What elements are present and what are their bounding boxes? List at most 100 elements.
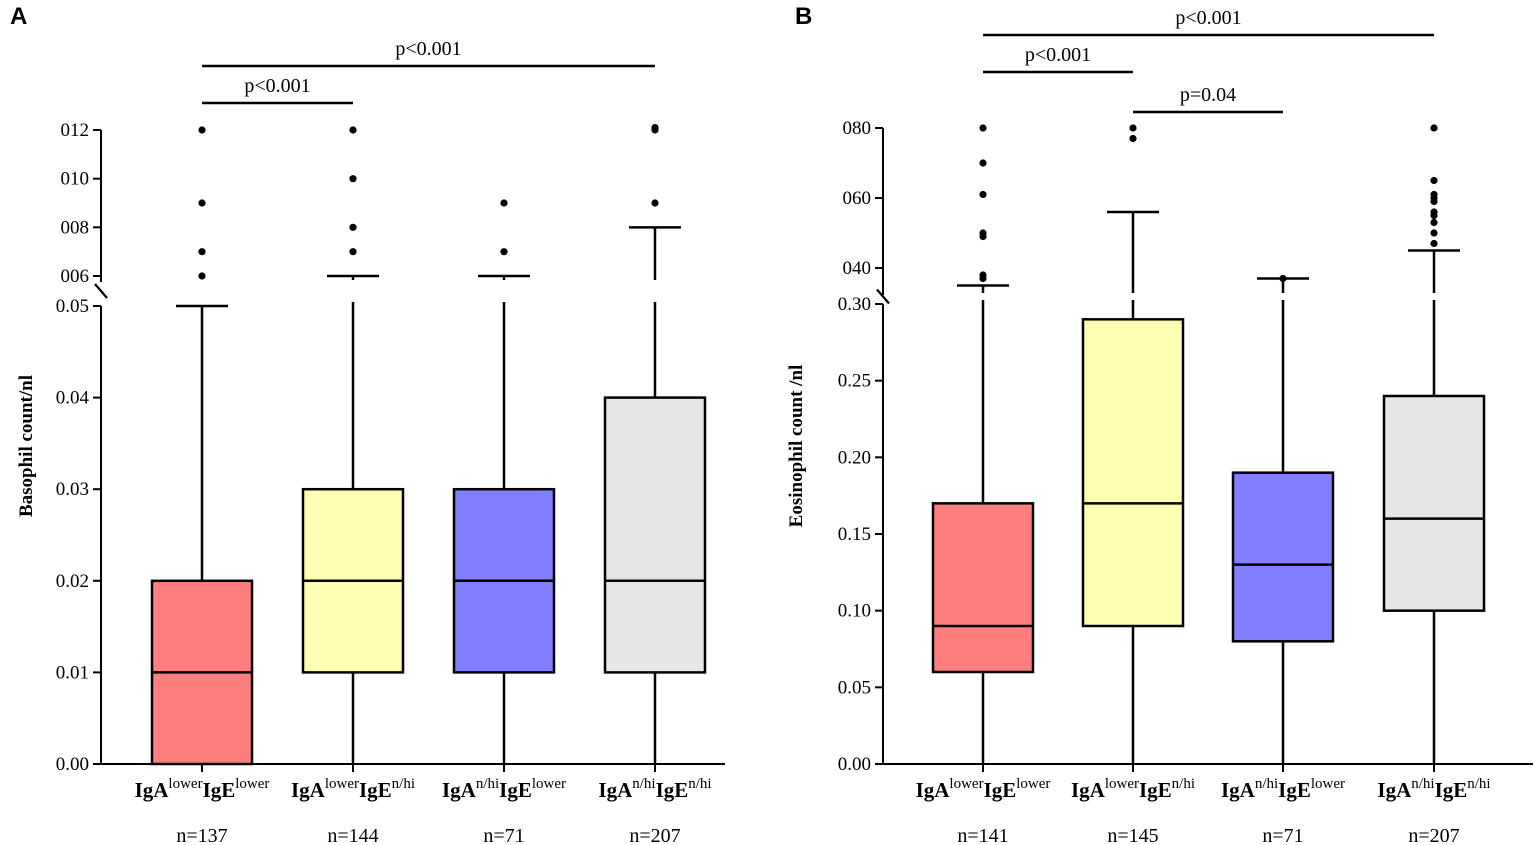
- cat-e-sup: lower: [532, 776, 566, 792]
- sample-size-label: n=207: [629, 825, 680, 845]
- outlier-point: [1129, 124, 1137, 132]
- category-label: IgAlowerIgElower: [135, 776, 270, 802]
- outlier-point: [198, 199, 206, 207]
- y-tick-label: 060: [843, 188, 872, 209]
- outlier-point: [979, 229, 987, 237]
- cat-a-base: IgA: [1377, 778, 1412, 802]
- outlier-point: [349, 126, 357, 134]
- y-tick-label: 040: [843, 258, 872, 279]
- y-tick-label: 0.05: [838, 677, 871, 698]
- cat-e-base: IgE: [499, 778, 532, 802]
- sample-size-label: n=145: [1107, 825, 1158, 845]
- y-tick-label: 012: [61, 120, 90, 141]
- cat-a-sup: lower: [168, 776, 202, 792]
- category-label: IgAlowerIgEn/hi: [291, 776, 415, 802]
- box-group: [150, 126, 254, 766]
- box-group: [1081, 124, 1185, 764]
- outlier-point: [979, 190, 987, 199]
- y-tick-label: 008: [61, 217, 90, 238]
- p-value-label: p<0.001: [395, 38, 461, 60]
- sample-size-label: n=71: [1262, 825, 1303, 845]
- cat-e-base: IgE: [1139, 778, 1172, 802]
- outlier-point: [1430, 239, 1438, 248]
- cat-e-sup: n/hi: [688, 776, 711, 792]
- cat-a-sup: n/hi: [476, 776, 499, 792]
- cat-a-sup: lower: [949, 776, 983, 792]
- box-group: [452, 199, 556, 764]
- cat-a-base: IgA: [1071, 778, 1106, 802]
- p-value-label: p<0.001: [1025, 44, 1091, 66]
- y-axis-label: Basophil count/nl: [16, 375, 37, 517]
- cat-e-base: IgE: [1435, 778, 1468, 802]
- box-group: [1382, 124, 1486, 764]
- cat-a-base: IgA: [442, 778, 477, 802]
- cat-e-base: IgE: [984, 778, 1017, 802]
- p-value-label: p<0.001: [1175, 7, 1241, 29]
- panel-b: B Eosinophil count /nl 0.00 0.05 0.10 0.15 0.2…: [786, 3, 1533, 845]
- category-label: IgAn/hiIgEn/hi: [1377, 776, 1490, 802]
- cat-a-sup: n/hi: [1255, 776, 1278, 792]
- cat-a-sup: n/hi: [1411, 776, 1434, 792]
- y-tick-label: 0.00: [838, 754, 871, 775]
- cat-e-base: IgE: [203, 778, 236, 802]
- y-tick-label: 0.01: [56, 662, 89, 683]
- y-tick-label: 0.00: [56, 754, 89, 775]
- outlier-point: [1430, 218, 1438, 227]
- outlier-point: [500, 199, 508, 207]
- y-tick-label: 0.05: [56, 296, 89, 317]
- outlier-point: [979, 271, 987, 279]
- y-tick-label: 0.03: [56, 479, 89, 500]
- axis-break-mark: [94, 283, 108, 299]
- outlier-point: [1279, 274, 1287, 283]
- axis-break-mark: [876, 288, 890, 305]
- outlier-point: [651, 123, 659, 132]
- y-tick-label: 006: [61, 266, 90, 287]
- outlier-point: [349, 175, 357, 183]
- outlier-point: [1430, 229, 1438, 237]
- cat-a-base: IgA: [291, 778, 326, 802]
- panel-a: A Basophil count/nl 0.00 0.01 0.02 0.03 0.04 0.…: [10, 3, 725, 845]
- panel-letter: B: [795, 3, 812, 30]
- y-tick-label: 080: [843, 118, 872, 139]
- outlier-point: [651, 199, 659, 207]
- y-tick-label: 0.20: [838, 447, 871, 468]
- box-group: [301, 126, 405, 764]
- y-tick-label: 010: [61, 169, 90, 190]
- category-label: IgAlowerIgElower: [916, 776, 1051, 802]
- outlier-point: [979, 159, 987, 167]
- box-iqr: [1231, 471, 1335, 643]
- outlier-point: [500, 248, 508, 256]
- outlier-point: [979, 124, 987, 132]
- cat-e-sup: n/hi: [1467, 776, 1490, 792]
- panel-letter: A: [10, 3, 27, 30]
- cat-a-sup: lower: [1105, 776, 1139, 792]
- box-iqr: [1382, 394, 1486, 612]
- cat-a-base: IgA: [135, 778, 170, 802]
- box-iqr: [603, 396, 707, 674]
- cat-a-base: IgA: [1221, 778, 1256, 802]
- cat-a-base: IgA: [598, 778, 633, 802]
- y-tick-label: 0.25: [838, 371, 871, 392]
- cat-e-base: IgE: [1278, 778, 1311, 802]
- box-group: [603, 123, 707, 764]
- p-value-label: p=0.04: [1180, 84, 1236, 106]
- outlier-point: [349, 248, 357, 256]
- outlier-point: [1129, 134, 1137, 143]
- category-label: IgAn/hiIgElower: [442, 776, 566, 802]
- box-group: [931, 124, 1035, 764]
- box-group: [1231, 274, 1335, 764]
- cat-e-sup: lower: [1016, 776, 1050, 792]
- outlier-point: [1430, 208, 1438, 216]
- cat-a-sup: n/hi: [632, 776, 655, 792]
- outlier-point: [198, 126, 206, 134]
- outlier-point: [198, 248, 206, 256]
- sample-size-label: n=144: [327, 825, 378, 845]
- sample-size-label: n=141: [957, 825, 1008, 845]
- outlier-point: [198, 272, 206, 280]
- sample-size-label: n=71: [483, 825, 524, 845]
- outlier-point: [1430, 124, 1438, 132]
- cat-e-sup: lower: [1311, 776, 1345, 792]
- y-tick-label: 0.15: [838, 524, 871, 545]
- box-iqr: [931, 502, 1035, 674]
